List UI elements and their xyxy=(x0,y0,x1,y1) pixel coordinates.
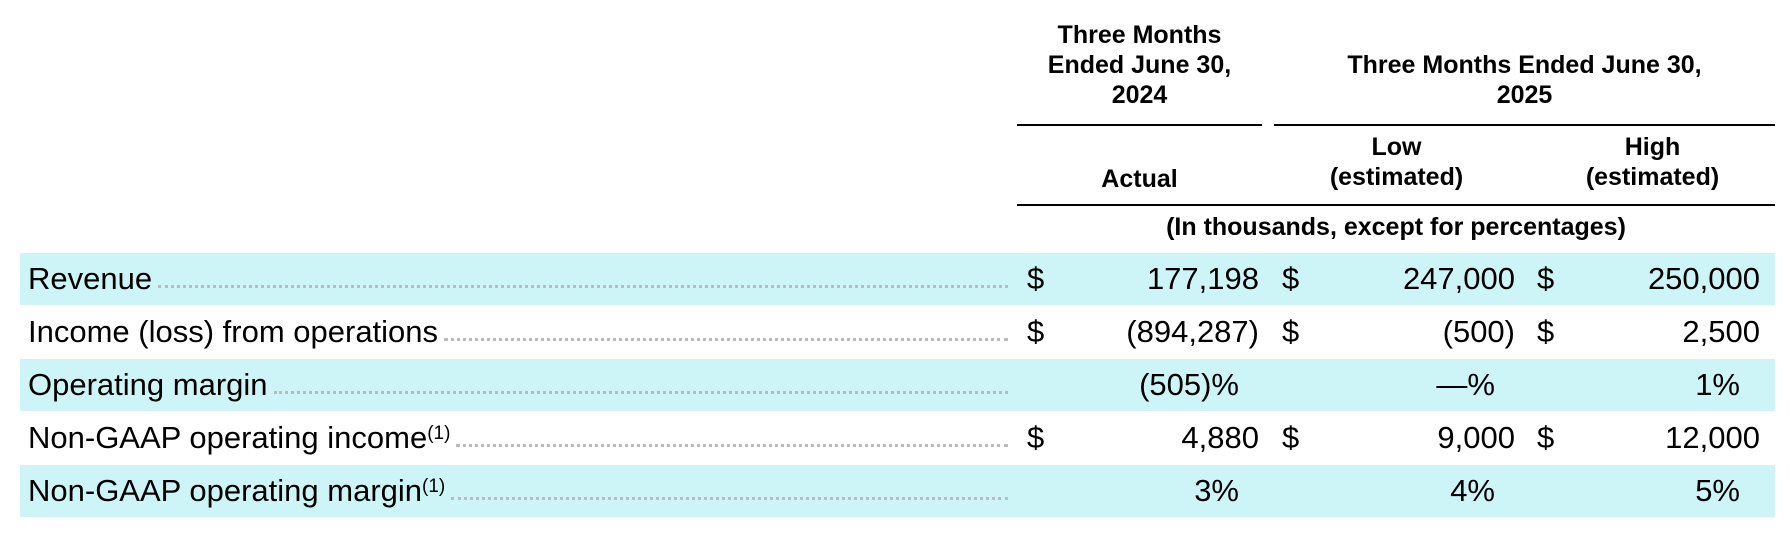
currency-sign: $ xyxy=(1282,261,1300,296)
group-header: Three Months Ended June 30, 2025 xyxy=(1347,51,1702,109)
cell-value: 247,000 xyxy=(1402,261,1515,296)
currency-sign: $ xyxy=(1282,420,1300,455)
currency-sign: $ xyxy=(1537,314,1555,349)
cell-value: (894,287) xyxy=(1126,314,1259,349)
table-row: Operating margin (505)% —% 1% xyxy=(20,359,1775,411)
cell-value: 4,880 xyxy=(1181,420,1259,455)
cell-value: 12,000 xyxy=(1665,420,1760,455)
label-text: Non-GAAP operating margin xyxy=(28,473,423,508)
cell-value: 4% xyxy=(1450,473,1495,508)
currency-sign: $ xyxy=(1027,314,1045,349)
table-row: Non-GAAP operating margin (1) 3% 4% 5% xyxy=(20,465,1775,517)
cell-value: 2,500 xyxy=(1682,314,1760,349)
header-rule xyxy=(1274,124,1775,126)
cell-value: 5% xyxy=(1695,473,1740,508)
cell-value: 1% xyxy=(1695,367,1740,402)
column-header: High (estimated) xyxy=(1585,133,1720,191)
dot-leader xyxy=(158,284,1008,288)
currency-sign: $ xyxy=(1537,420,1555,455)
header-rule xyxy=(1017,124,1262,126)
group-header: Three Months Ended June 30, 2024 xyxy=(1047,21,1232,109)
currency-sign: $ xyxy=(1027,261,1045,296)
cell-value: 177,198 xyxy=(1146,261,1259,296)
column-header: Low (estimated) xyxy=(1329,133,1464,191)
row-label: Revenue xyxy=(28,253,1008,305)
label-text: Non-GAAP operating income xyxy=(28,420,428,455)
row-label: Non-GAAP operating margin (1) xyxy=(28,465,1008,517)
dot-leader xyxy=(444,337,1008,341)
currency-sign: $ xyxy=(1282,314,1300,349)
column-header: Actual xyxy=(1101,165,1178,193)
cell-value: (500) xyxy=(1442,314,1515,349)
currency-sign: $ xyxy=(1537,261,1555,296)
table-row: Non-GAAP operating income (1) $4,880 $9,000… xyxy=(20,412,1775,464)
unit-note: (In thousands, except for percentages) xyxy=(1166,213,1626,241)
footnote-marker: (1) xyxy=(422,476,446,497)
cell-value: 3% xyxy=(1194,473,1239,508)
row-label: Operating margin xyxy=(28,359,1008,411)
currency-sign: $ xyxy=(1027,420,1045,455)
dot-leader xyxy=(273,390,1008,394)
cell-value: 9,000 xyxy=(1437,420,1515,455)
dot-leader xyxy=(451,496,1008,500)
table-row: Revenue $177,198 $247,000 $250,000 xyxy=(20,253,1775,305)
table-row: Income (loss) from operations $ (894,287) $… xyxy=(20,306,1775,358)
dot-leader xyxy=(456,443,1008,447)
row-label: Non-GAAP operating income (1) xyxy=(28,412,1008,464)
label-text: Revenue xyxy=(28,261,153,296)
label-text: Income (loss) from operations xyxy=(28,314,439,349)
header-rule xyxy=(1017,204,1775,206)
cell-value: —% xyxy=(1436,367,1495,402)
label-text: Operating margin xyxy=(28,367,268,402)
footnote-marker: (1) xyxy=(427,423,451,444)
cell-value: (505)% xyxy=(1139,367,1239,402)
row-label: Income (loss) from operations xyxy=(28,306,1008,358)
cell-value: 250,000 xyxy=(1647,261,1760,296)
